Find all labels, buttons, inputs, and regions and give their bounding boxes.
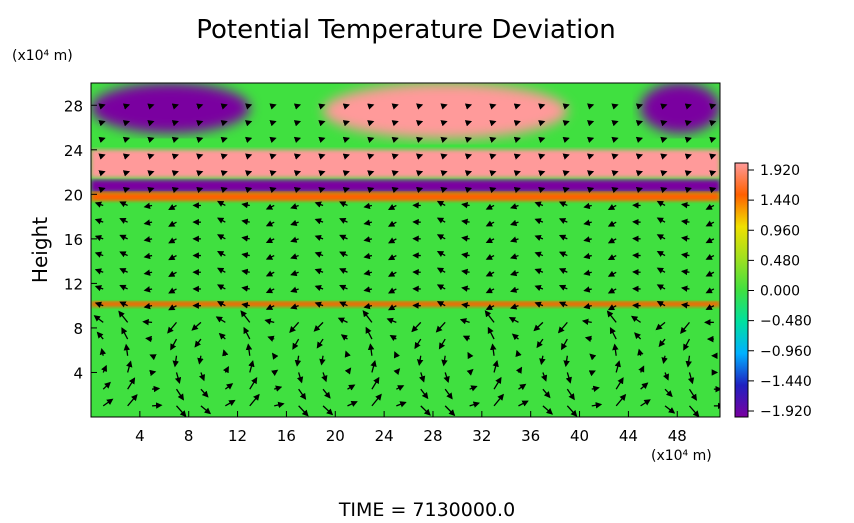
y-tick-label: 28 bbox=[64, 97, 83, 115]
x-tick-label: 4 bbox=[135, 427, 145, 445]
colorbar-tick-label: 0.000 bbox=[760, 284, 800, 300]
heatmap-region bbox=[91, 192, 720, 202]
x-tick-label: 44 bbox=[619, 427, 638, 445]
wind-vector bbox=[146, 338, 152, 339]
x-tick-label: 20 bbox=[326, 427, 345, 445]
y-tick-label: 16 bbox=[64, 231, 83, 249]
colorbar-tick-label: −1.920 bbox=[760, 404, 812, 420]
heatmap-region bbox=[91, 308, 720, 417]
x-tick-label: 48 bbox=[668, 427, 687, 445]
x-tick-label: 8 bbox=[184, 427, 194, 445]
heatmap-region bbox=[91, 150, 720, 178]
x-tick-label: 32 bbox=[472, 427, 491, 445]
y-tick-label: 24 bbox=[64, 142, 83, 160]
time-footer: TIME = 7130000.0 bbox=[338, 499, 515, 519]
wind-vector bbox=[152, 372, 155, 373]
colorbar: 1.920 1.440 0.960 0.480 0.000 −0.480 −0.960 −1.… bbox=[735, 163, 812, 420]
x-tick-label: 12 bbox=[228, 427, 247, 445]
chart-title: Potential Temperature Deviation bbox=[196, 15, 616, 45]
x-tick-label: 16 bbox=[277, 427, 296, 445]
wind-vector bbox=[144, 322, 153, 323]
wind-vector bbox=[152, 405, 161, 406]
colorbar-tick-label: 0.480 bbox=[760, 253, 800, 269]
heatmap-region bbox=[91, 301, 720, 308]
y-tick-label: 8 bbox=[73, 320, 83, 338]
heatmap-region bbox=[91, 83, 250, 133]
y-tick-label: 4 bbox=[73, 364, 83, 382]
heatmap-region bbox=[641, 83, 720, 133]
x-unit-label: (x10⁴ m) bbox=[651, 448, 712, 464]
wind-vector bbox=[152, 388, 159, 389]
x-tick-label: 36 bbox=[521, 427, 540, 445]
x-tick-label: 24 bbox=[375, 427, 394, 445]
y-tick-label: 12 bbox=[64, 275, 83, 293]
heatmap-region bbox=[91, 202, 720, 300]
y-unit-label: (x10⁴ m) bbox=[12, 48, 73, 64]
colorbar-tick-label: 1.920 bbox=[760, 163, 800, 179]
colorbar-tick-label: 0.960 bbox=[760, 223, 800, 239]
colorbar-gradient bbox=[735, 163, 748, 417]
colorbar-tick-label: −1.440 bbox=[760, 374, 812, 390]
y-tick-label: 20 bbox=[64, 186, 83, 204]
plot-area bbox=[91, 83, 723, 417]
colorbar-tick-label: −0.480 bbox=[760, 314, 812, 330]
colorbar-tick-label: 1.440 bbox=[760, 193, 800, 209]
x-tick-label: 40 bbox=[570, 427, 589, 445]
heatmap-region bbox=[91, 180, 720, 192]
colorbar-ticks: 1.920 1.440 0.960 0.480 0.000 −0.480 −0.960 −1.… bbox=[748, 163, 812, 420]
wind-vector bbox=[151, 355, 153, 356]
colorbar-tick-label: −0.960 bbox=[760, 344, 812, 360]
heatmap-region bbox=[323, 83, 567, 139]
x-tick-label: 28 bbox=[423, 427, 442, 445]
y-axis-label: Height bbox=[28, 217, 52, 283]
